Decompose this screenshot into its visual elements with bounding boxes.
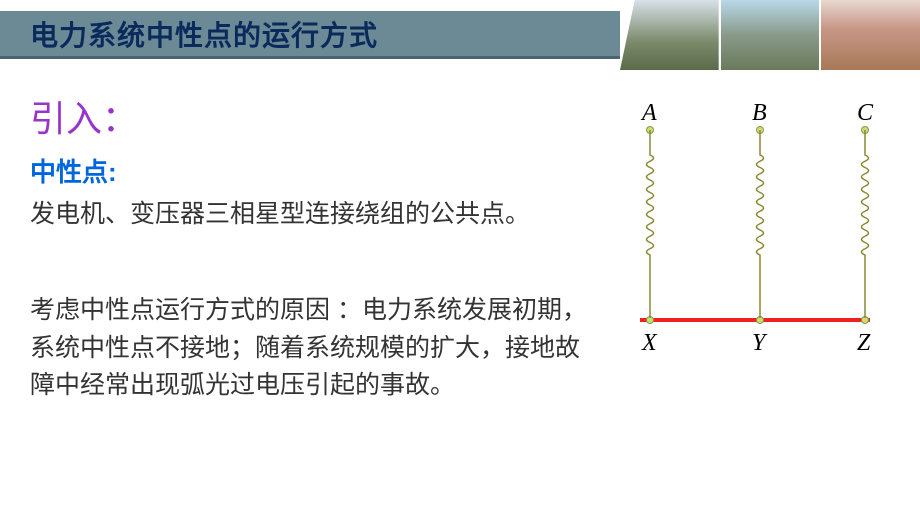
neutral-point-description: 发电机、变压器三相星型连接绕组的公共点。: [30, 197, 590, 232]
neutral-point-label: 中性点:: [30, 152, 590, 189]
phase-label-bottom-z: Z: [857, 330, 870, 357]
header-image-1: [620, 0, 719, 70]
phase-winding-b: [740, 130, 780, 322]
text-content: 引入： 中性点: 发电机、变压器三相星型连接绕组的公共点。 考虑中性点运行方式的…: [30, 90, 590, 405]
slide-content: 引入： 中性点: 发电机、变压器三相星型连接绕组的公共点。 考虑中性点运行方式的…: [0, 70, 920, 425]
phase-label-top-a: A: [642, 100, 657, 127]
header-image-3: [821, 0, 920, 70]
reason-text: 考虑中性点运行方式的原因 ：电力系统发展初期，系统中性点不接地；随着系统规模的扩…: [30, 292, 590, 405]
phase-winding-c: [845, 130, 885, 322]
header-title: 电力系统中性点的运行方式: [30, 14, 378, 54]
phase-label-top-b: B: [752, 100, 767, 127]
phase-label-bottom-x: X: [642, 330, 657, 357]
intro-label: 引入：: [30, 90, 590, 142]
phase-winding-a: [630, 130, 670, 322]
phase-label-top-c: C: [857, 100, 873, 127]
phase-label-bottom-y: Y: [752, 330, 765, 357]
three-phase-diagram: A X B Y C Z: [610, 100, 890, 360]
header-image-2: [721, 0, 820, 70]
header-images: [620, 0, 920, 70]
slide-header: 电力系统中性点的运行方式: [0, 0, 920, 70]
header-bar: 电力系统中性点的运行方式: [0, 11, 620, 59]
